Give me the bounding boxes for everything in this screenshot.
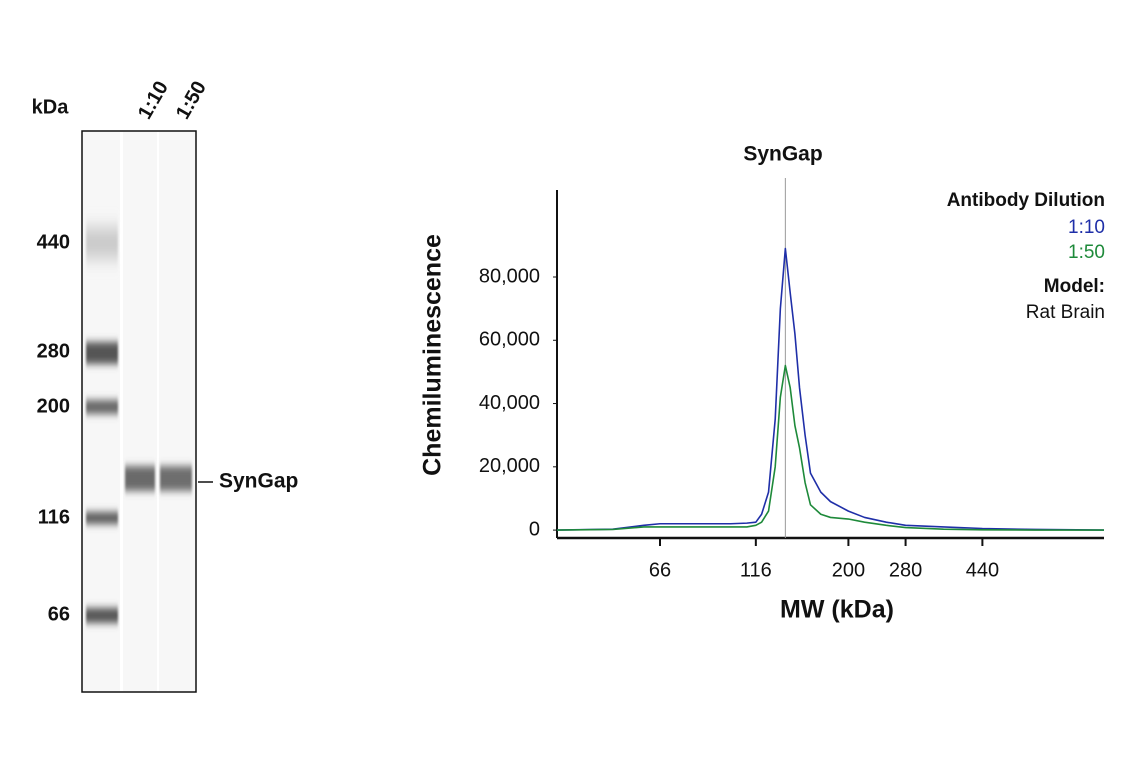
ladder-band [86, 400, 118, 414]
y-tick-label: 0 [529, 518, 540, 540]
x-axis-label: MW (kDa) [780, 596, 894, 624]
series-line [556, 247, 1105, 531]
lane-label: 1:50 [172, 77, 211, 123]
legend-entry: 1:50 [1068, 242, 1105, 263]
unit-label: kDa [32, 96, 70, 118]
chart-title: SynGap [743, 143, 822, 166]
legend-entry: 1:10 [1068, 217, 1105, 238]
y-axis-label: Chemiluminescence [419, 234, 447, 476]
sample-band [160, 466, 192, 491]
y-tick-label: 20,000 [479, 455, 540, 477]
model-label: Model: [1044, 276, 1105, 297]
y-tick-label: 60,000 [479, 329, 540, 351]
marker-label: 440 [37, 231, 70, 253]
x-tick-label: 440 [966, 559, 999, 581]
x-tick-label: 66 [649, 559, 671, 581]
ladder-band [86, 512, 118, 524]
lane-label: 1:10 [134, 77, 173, 123]
target-label: SynGap [219, 470, 298, 493]
marker-label: 116 [38, 506, 70, 528]
ladder-band [86, 228, 118, 258]
y-tick-label: 40,000 [479, 392, 540, 414]
sample-band [125, 466, 155, 491]
lane-gap [120, 132, 123, 691]
ladder-band [86, 342, 118, 364]
y-tick-label: 80,000 [479, 265, 540, 287]
x-tick-label: 280 [889, 559, 922, 581]
marker-label: 200 [37, 395, 70, 417]
legend-title: Antibody Dilution [947, 190, 1105, 211]
series-line [556, 364, 1104, 531]
blot: kDa 1:10 1:50 440 280 200 116 66 SynGap [32, 77, 298, 693]
marker-label: 280 [37, 340, 70, 362]
marker-label: 66 [48, 603, 70, 625]
lane-gap [157, 132, 159, 691]
x-tick-label: 116 [740, 559, 772, 581]
x-tick-label: 200 [832, 559, 865, 581]
ladder-band [86, 608, 118, 623]
model-value: Rat Brain [1026, 302, 1105, 323]
